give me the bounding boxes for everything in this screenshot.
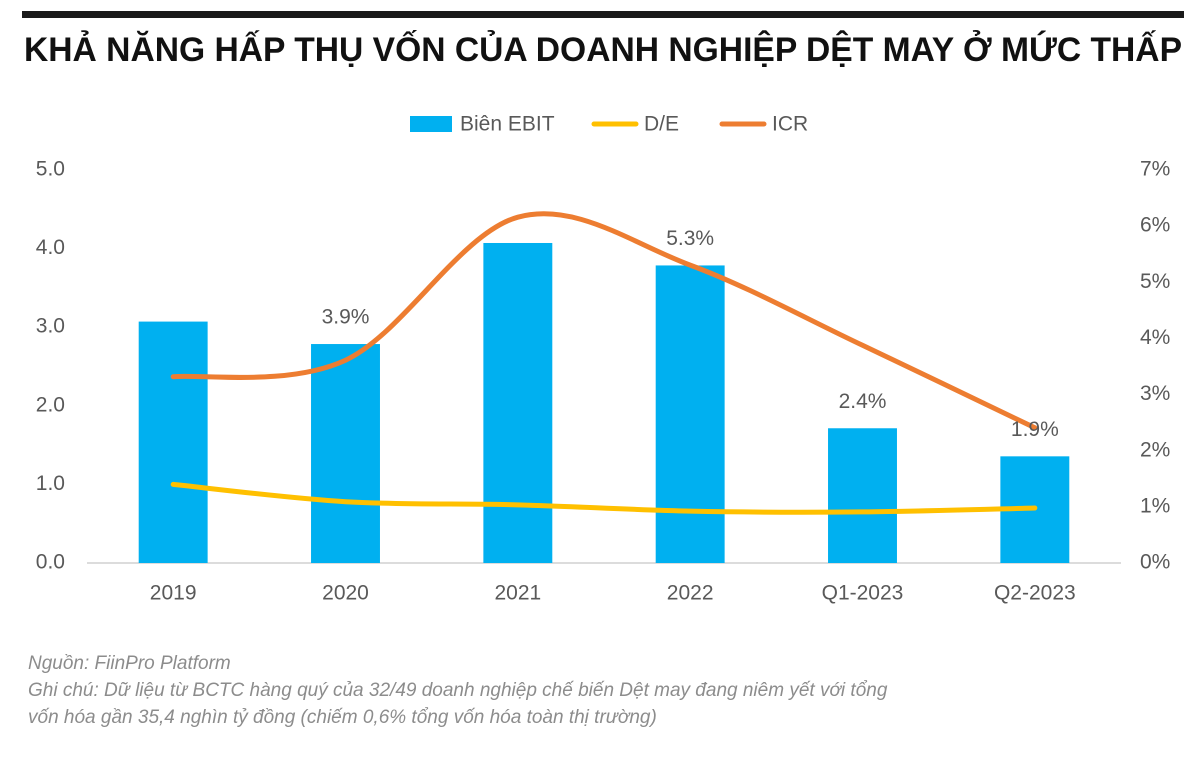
y2-tick-label: 5% [1140, 270, 1170, 293]
bar [483, 242, 553, 563]
y-tick-label: 2.0 [36, 393, 65, 416]
bar [311, 344, 380, 563]
y-tick-label: 1.0 [36, 472, 65, 495]
x-tick-label: 2020 [322, 582, 369, 605]
line [170, 211, 1038, 431]
source-note: Nguồn: FiinPro Platform [28, 653, 231, 674]
bar [138, 321, 208, 563]
legend: Biên EBIT D/E ICR [410, 113, 808, 136]
bar [828, 428, 897, 563]
y2-tick-label: 6% [1140, 214, 1170, 237]
legend-swatch [410, 116, 452, 132]
y2-tick-label: 2% [1140, 438, 1170, 461]
line [170, 481, 1038, 515]
y-tick-label: 0.0 [36, 551, 65, 574]
top-rule [22, 11, 1184, 18]
y-tick-label: 3.0 [36, 315, 65, 338]
legend-label: ICR [772, 113, 808, 136]
x-tick-label: Q2-2023 [994, 582, 1076, 605]
x-tick-label: 2022 [667, 582, 714, 605]
y2-tick-label: 7% [1140, 158, 1170, 181]
x-tick-label: 2021 [494, 582, 541, 605]
x-tick-label: Q1-2023 [822, 582, 904, 605]
y2-tick-label: 4% [1140, 326, 1170, 349]
data-label: 5.3% [666, 227, 714, 250]
x-tick-label: 2019 [150, 582, 197, 605]
data-label: 3.9% [322, 306, 370, 329]
data-label: 2.4% [839, 390, 887, 413]
bar [655, 265, 725, 563]
data-label: 1.9% [1011, 418, 1059, 441]
y2-tick-label: 0% [1140, 551, 1170, 574]
chart-title: KHẢ NĂNG HẤP THỤ VỐN CỦA DOANH NGHIỆP DỆ… [24, 30, 1182, 69]
y-tick-label: 5.0 [36, 158, 65, 181]
y2-tick-label: 3% [1140, 382, 1170, 405]
footnote: Ghi chú: Dữ liệu từ BCTC hàng quý của 32… [28, 680, 888, 701]
y2-tick-label: 1% [1140, 494, 1170, 517]
y-tick-label: 4.0 [36, 236, 65, 259]
legend-label: D/E [644, 113, 679, 136]
footnote: vốn hóa gần 35,4 nghìn tỷ đồng (chiếm 0,… [28, 707, 657, 728]
legend-label: Biên EBIT [460, 113, 555, 136]
